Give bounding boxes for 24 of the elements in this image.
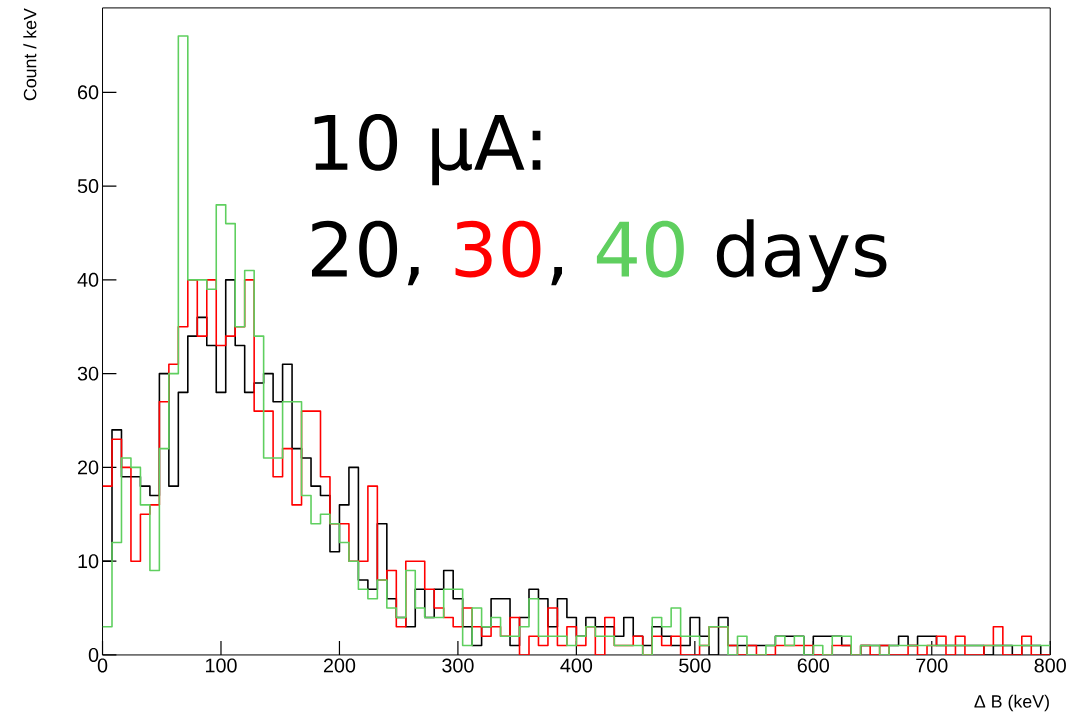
x-axis-title: Δ B (keV) <box>974 694 1049 711</box>
x-tick-label: 500 <box>679 658 711 673</box>
y-tick-label: 0 <box>88 647 99 662</box>
x-tick-label: 100 <box>206 658 237 673</box>
x-tick-label: 700 <box>916 658 948 673</box>
text: 40 <box>596 220 684 278</box>
x-tick-label: 600 <box>797 658 830 673</box>
y-tick-label: 30 <box>77 366 99 381</box>
series-label: 20 <box>311 220 398 278</box>
text: 30 <box>455 220 541 278</box>
x-tick-label: 300 <box>442 658 474 673</box>
annotation: days <box>716 219 887 292</box>
annotation: , <box>407 266 419 285</box>
y-tick-label: 20 <box>78 460 99 475</box>
x-tick-label: 400 <box>560 658 593 673</box>
legend-title: 10 μA: <box>314 113 541 186</box>
y-tick-label: 60 <box>78 85 99 100</box>
y-tick-label: 50 <box>77 178 99 193</box>
y-axis-title: Count / keV <box>23 7 37 100</box>
x-tick-label: 800 <box>1034 658 1066 673</box>
annotation: , <box>551 266 563 285</box>
y-tick-label: 10 <box>78 553 99 568</box>
y-tick-label: 40 <box>77 272 99 287</box>
x-tick-label: 200 <box>323 658 356 673</box>
